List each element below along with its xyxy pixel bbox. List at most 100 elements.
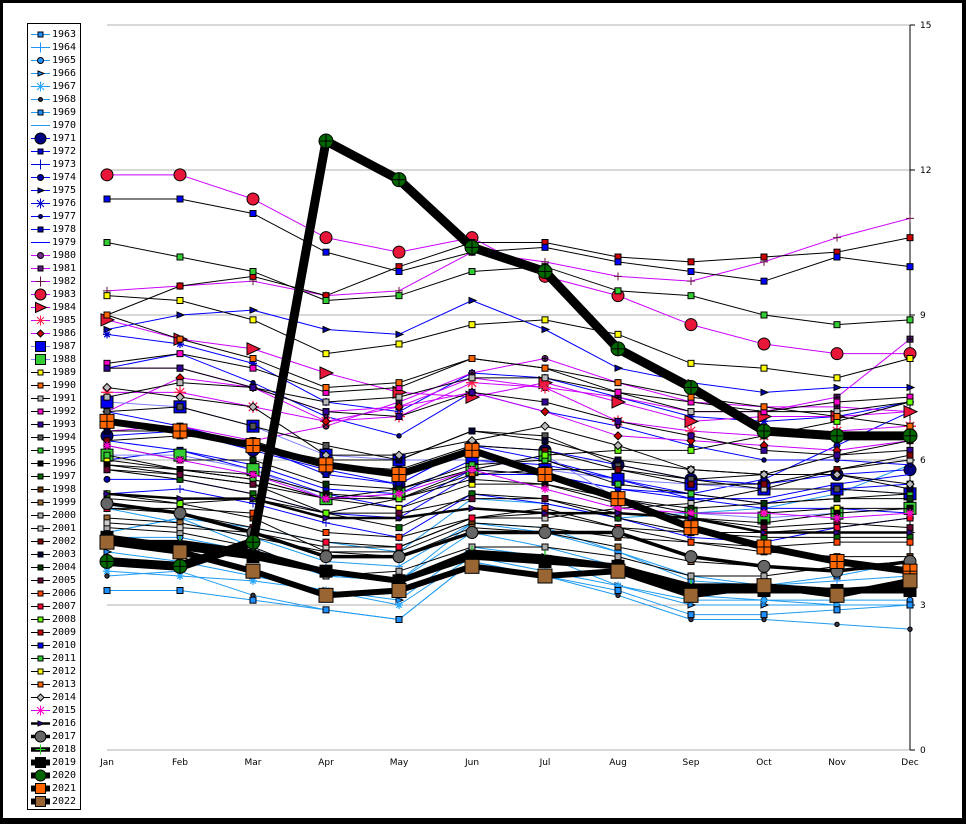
legend-swatch-icon [31,681,50,688]
legend-swatch-icon [31,132,50,145]
legend-item: 1968 [30,93,80,106]
legend-item: 1979 [30,236,80,249]
series-line [107,367,911,456]
data-point [687,292,695,300]
line-chart: 0 3 6 9 12 15 Jan Feb Mar Apr May Jun Jul Aug Sep Oct No… [99,21,931,768]
legend-swatch-icon [31,265,50,272]
data-point [906,528,916,537]
legend-swatch-icon [31,97,50,102]
series-1977 [104,350,913,468]
legend-swatch-icon [31,551,50,558]
series-1978 [103,408,914,507]
legend-swatch-icon [31,301,50,314]
data-point [541,509,551,517]
data-point [249,494,259,503]
legend-swatch-icon [31,109,50,116]
data-point [175,392,185,402]
legend-item: 2006 [30,587,80,600]
legend-item: 1983 [30,288,80,301]
data-point [540,421,550,431]
legend-swatch-icon [31,642,50,649]
legend-label: 1974 [52,172,77,183]
legend-label: 2000 [52,510,77,521]
data-point [319,366,335,380]
data-point [614,417,622,425]
series-2021 [99,413,918,579]
legend-item: 1984 [30,301,80,314]
data-point [613,431,623,441]
legend-swatch-icon [31,125,50,126]
legend-item: 1994 [30,431,80,444]
legend-item: 1965 [30,54,80,67]
data-point [395,601,403,609]
data-point [319,564,333,578]
data-point [833,374,841,382]
legend-swatch-icon [31,81,50,92]
data-point [395,393,403,401]
data-point [176,335,184,343]
x-tick-label: Jun [464,758,479,768]
legend-item: 2007 [30,600,80,613]
data-point [614,543,622,551]
data-point [760,446,768,454]
legend-label: 2014 [52,692,77,703]
data-point [322,538,330,546]
legend-swatch-icon [31,421,50,428]
legend-swatch-icon [31,757,50,768]
data-point [906,234,914,242]
data-point [833,485,841,493]
data-point [468,465,476,474]
data-point [395,340,403,348]
legend-label: 2017 [52,731,77,742]
y-tick-label: 15 [920,21,931,31]
data-point [468,427,476,435]
legend-swatch-icon [31,460,50,467]
legend-item: 2010 [30,639,80,652]
x-tick-label: Mar [245,758,262,768]
data-point [906,398,914,406]
legend-swatch-icon [31,354,50,365]
legend-item: 1967 [30,80,80,93]
data-point [614,504,622,513]
legend-item: 2003 [30,548,80,561]
y-tick-label: 6 [920,456,926,466]
data-point [248,402,258,412]
data-point [906,495,914,503]
data-point [102,382,112,393]
data-point [100,497,114,510]
data-point [104,573,110,579]
data-point [392,550,406,564]
legend-swatch-icon [31,499,50,506]
series-1972 [103,437,914,517]
legend-label: 1989 [52,367,77,378]
data-point [176,471,184,478]
data-point [176,195,184,203]
data-point [246,192,260,206]
legend-item: 1973 [30,158,80,171]
data-point [760,509,768,518]
data-point [687,514,697,522]
data-point [906,214,914,223]
data-point [249,355,257,362]
legend-item: 1997 [30,470,80,483]
series-1991 [103,374,914,416]
data-point [103,548,113,556]
data-point [760,253,768,261]
data-point [173,168,187,182]
data-point [687,258,695,266]
data-point [176,253,184,261]
data-point [392,245,406,259]
legend-item: 1987 [30,340,80,353]
legend-item: 1971 [30,132,80,145]
legend-swatch-icon [31,796,50,807]
data-point [614,330,622,338]
data-point [176,572,184,580]
data-point [684,414,700,429]
data-point [683,587,699,603]
data-point [319,550,333,564]
data-point [906,383,916,392]
data-point [395,292,403,300]
data-point [103,195,111,203]
legend-swatch-icon [31,148,50,155]
data-point [468,355,476,362]
